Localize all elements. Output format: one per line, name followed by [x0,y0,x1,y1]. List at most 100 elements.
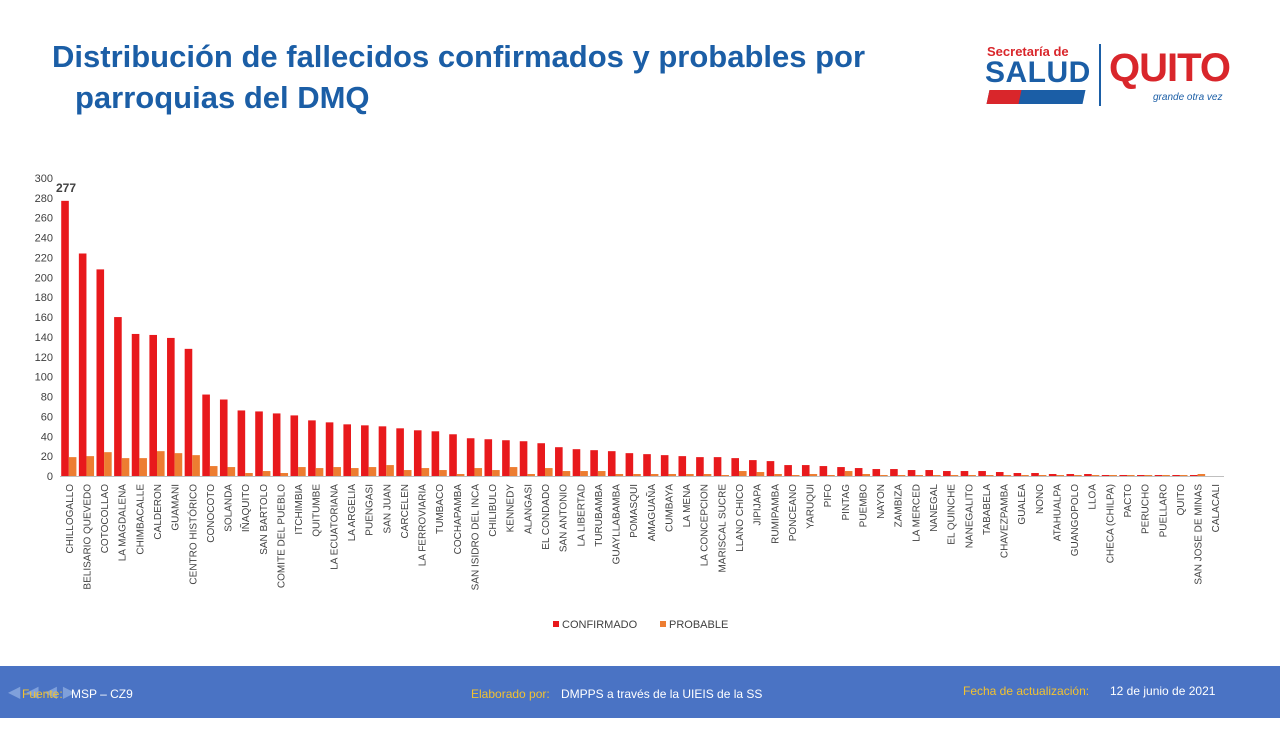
bar-confirmado [1119,475,1127,476]
bar-confirmado [960,471,969,476]
update-date: 12 de junio de 2021 [1110,684,1216,698]
x-tick-label: GUANGOPOLO [1070,484,1081,556]
bar-confirmado [184,348,193,476]
bar-confirmado [643,454,651,476]
x-tick-label: PINTAG [841,484,852,521]
bar-probable [192,455,200,476]
x-tick-label: SAN ISIDRO DEL INCA [470,484,481,591]
y-tick-label: 80 [41,392,53,404]
bar-confirmado [590,450,598,476]
x-tick-label: CHILLOGALLO [65,484,76,554]
legend-swatch-probable [660,621,666,627]
x-tick-label: PUEMBO [858,484,869,528]
bar-confirmado [325,422,334,476]
slide-title-line2: parroquias del DMQ [75,80,370,115]
x-tick-label: GUAMANI [171,484,182,531]
slide-nav-arrows-icon[interactable]: ◀◀◀▶ [8,684,82,701]
x-tick-label: NONO [1035,484,1046,514]
bar-probable [1021,475,1029,476]
y-tick-label: 40 [41,431,53,443]
x-tick-label: PERUCHO [1141,484,1152,534]
x-tick-label: CARCELEN [400,484,411,538]
x-tick-label: LLOA [1088,484,1099,510]
x-tick-label: IÑAQUITO [239,484,252,532]
bar-confirmado [466,438,475,476]
update-label: Fecha de actualización: [963,684,1090,698]
x-tick-label: SAN JUAN [382,484,393,533]
bar-probable [1038,475,1047,476]
bar-probable [121,458,130,476]
logos: Secretaría de SALUD QUITO grande otra ve… [985,44,1231,108]
source-value: MSP – CZ9 [71,687,133,701]
bar-probable [174,453,183,476]
bar-probable [157,451,165,476]
x-tick-label: AMAGUAÑA [645,484,658,542]
x-tick-label: ALANGASI [523,484,534,534]
bar-probable [1127,475,1135,476]
bar-confirmado [449,434,457,476]
y-tick-label: 300 [35,173,53,185]
bar-confirmado [272,413,281,476]
bar-confirmado [854,468,863,476]
x-tick-label: QUITO [1176,484,1187,516]
bar-probable [562,471,571,476]
y-tick-label: 100 [35,372,53,384]
bar-probable [985,475,994,476]
bar-probable [368,467,377,476]
x-tick-label: SAN JOSE DE MINAS [1194,484,1205,585]
x-tick-label: LLANO CHICO [735,484,746,552]
bar-confirmado [343,424,351,476]
secretaria-label: Secretaría de [987,44,1069,59]
bar-confirmado [995,472,1004,476]
slide-title: Distribución de fallecidos confirmados y… [52,36,932,118]
bar-probable [580,471,588,476]
y-tick-label: 160 [35,312,53,324]
bar-confirmado [607,451,616,476]
bar-probable [298,467,306,476]
bar-probable [968,475,976,476]
quito-tagline: grande otra vez [1153,92,1223,103]
bar-probable [933,475,941,476]
x-tick-label: TABABELA [982,484,993,535]
bar-confirmado [678,456,687,476]
bar-confirmado [308,420,316,476]
x-tick-label: LA ARGELIA [347,484,358,542]
legend-swatch-confirmado [553,621,559,627]
bar-probable [527,474,535,476]
y-tick-label: 20 [41,451,53,463]
bar-probable [844,471,853,476]
salud-logo-text: SALUD [985,56,1091,89]
x-tick-label: PIFO [823,484,834,508]
bar-probable [862,474,871,476]
bar-confirmado [131,333,140,476]
bar-probable [1162,475,1170,476]
bar-confirmado [1031,473,1039,476]
x-tick-label: COCHAPAMBA [453,484,464,555]
x-tick-label: CHECA (CHILPA) [1105,484,1116,563]
bar-probable [650,474,659,476]
bar-probable [615,474,624,476]
x-tick-label: PONCEANO [788,484,799,541]
bar-probable [915,475,923,476]
bar-confirmado [361,425,369,476]
bar-confirmado [202,394,210,476]
bar-probable [1179,475,1188,476]
bar-confirmado [713,457,722,476]
source-label: Fuente: [22,687,63,701]
bar-confirmado [78,253,87,476]
bar-confirmado [749,460,757,476]
bar-probable [1144,475,1153,476]
bar-confirmado [731,458,739,476]
footer-bar: ◀◀◀▶ Fuente: MSP – CZ9 Elaborado por: DM… [0,666,1280,718]
bar-confirmado [819,466,828,476]
x-tick-label: LA MERCED [911,484,922,542]
bar-probable [68,457,77,476]
bar-probable [1197,474,1206,476]
bar-probable [774,474,782,476]
x-tick-label: CHAVEZPAMBA [1000,484,1011,558]
bar-probable [209,466,218,476]
x-tick-label: LA MENA [682,484,693,528]
x-tick-label: TUMBACO [435,484,446,534]
x-tick-label: NANEGALITO [964,484,975,548]
y-tick-label: 120 [35,352,53,364]
